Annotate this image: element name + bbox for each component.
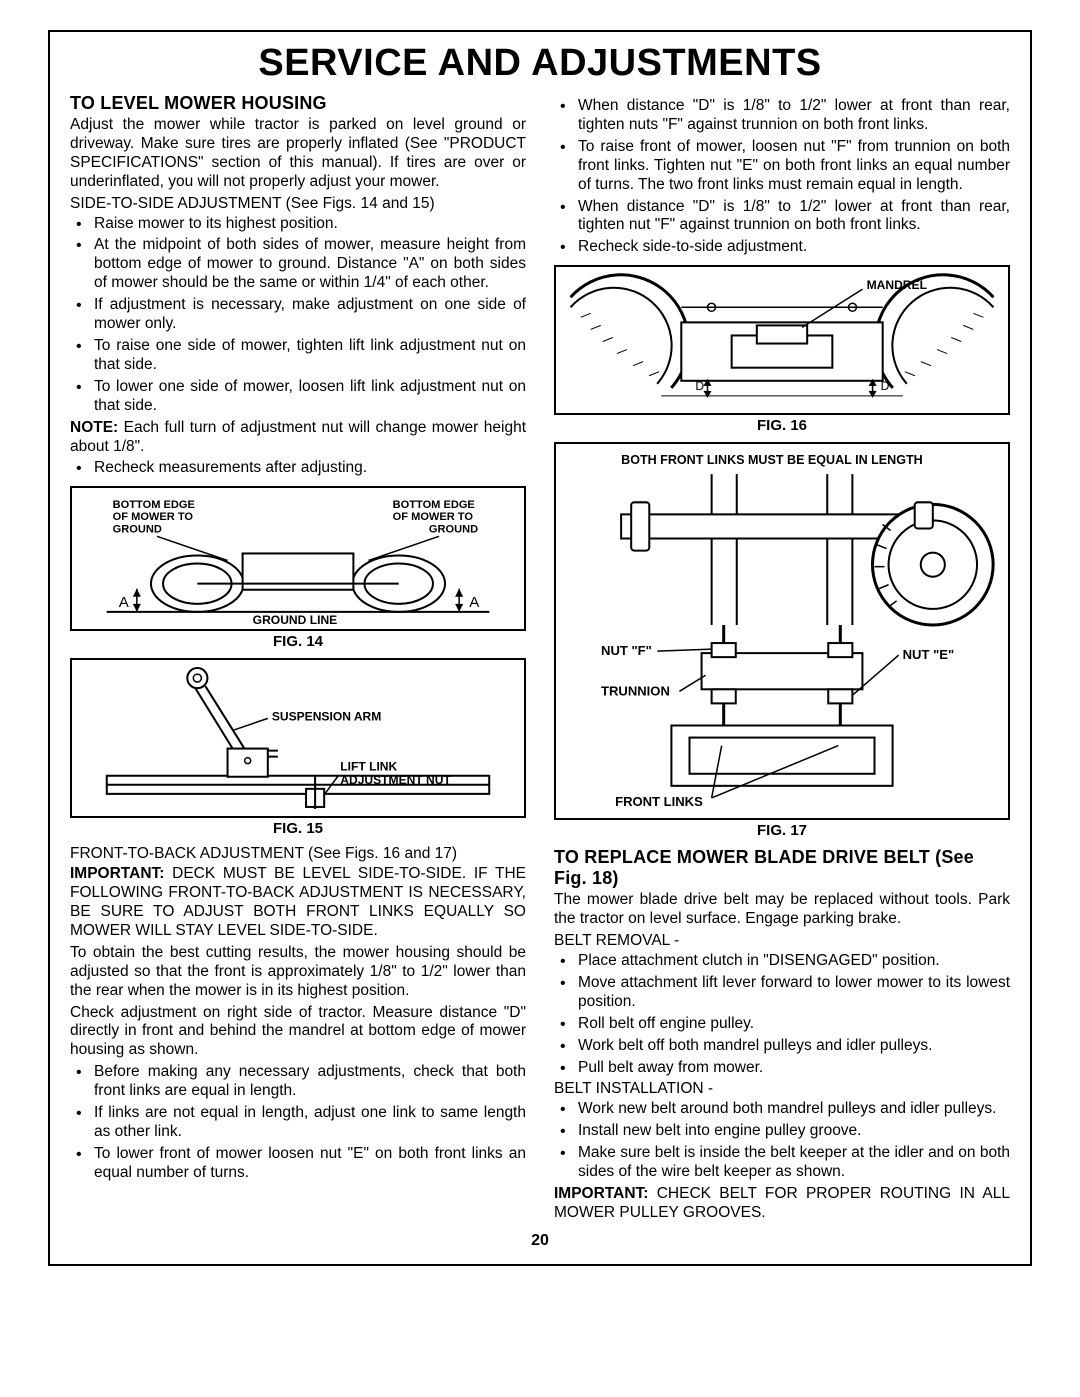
list-item: Before making any necessary adjustments,… <box>94 1063 526 1101</box>
fig16-D-right: D <box>881 379 890 393</box>
heading-replace-belt: TO REPLACE MOWER BLADE DRIVE BELT (See F… <box>554 847 1010 889</box>
list-item: To raise one side of mower, tighten lift… <box>94 337 526 375</box>
fig14-svg: A A BOTTOM EDGE OF MOWER TO GROUND BOTTO… <box>72 488 524 629</box>
figure-14: A A BOTTOM EDGE OF MOWER TO GROUND BOTTO… <box>70 486 526 631</box>
ftb-list: Before making any necessary adjustments,… <box>70 1063 526 1182</box>
belt-install-heading: BELT INSTALLATION - <box>554 1080 1010 1099</box>
side-adjust-heading: SIDE-TO-SIDE ADJUSTMENT (See Figs. 14 an… <box>70 195 526 214</box>
list-item: Place attachment clutch in "DISENGAGED" … <box>578 952 1010 971</box>
fig17-svg: BOTH FRONT LINKS MUST BE EQUAL IN LENGTH <box>556 444 1008 818</box>
fig15-lift-label: LIFT LINK ADJUSTMENT NUT <box>340 760 451 787</box>
important-2: IMPORTANT: CHECK BELT FOR PROPER ROUTING… <box>554 1185 1010 1223</box>
list-item: Make sure belt is inside the belt keeper… <box>578 1144 1010 1182</box>
list-item: When distance "D" is 1/8" to 1/2" lower … <box>578 198 1010 236</box>
list-item: Install new belt into engine pulley groo… <box>578 1122 1010 1141</box>
fig14-ground-line: GROUND LINE <box>253 613 338 627</box>
belt-intro: The mower blade drive belt may be replac… <box>554 891 1010 929</box>
fig17-nutE-label: NUT "E" <box>903 647 955 662</box>
ftb-p2: Check adjustment on right side of tracto… <box>70 1004 526 1061</box>
fig17-frontlinks-label: FRONT LINKS <box>615 794 703 809</box>
fig17-top-label: BOTH FRONT LINKS MUST BE EQUAL IN LENGTH <box>621 453 923 467</box>
side-adjust-list: Raise mower to its highest position. At … <box>70 215 526 416</box>
list-item: If adjustment is necessary, make adjustm… <box>94 296 526 334</box>
list-item: To raise front of mower, loosen nut "F" … <box>578 138 1010 195</box>
list-item: Recheck measurements after adjusting. <box>94 459 526 478</box>
list-item: To lower one side of mower, loosen lift … <box>94 378 526 416</box>
fig14-label-left: BOTTOM EDGE OF MOWER TO GROUND <box>113 499 198 535</box>
list-item: When distance "D" is 1/8" to 1/2" lower … <box>578 97 1010 135</box>
belt-removal-heading: BELT REMOVAL - <box>554 932 1010 951</box>
list-item: Work belt off both mandrel pulleys and i… <box>578 1037 1010 1056</box>
list-item: Raise mower to its highest position. <box>94 215 526 234</box>
fig15-svg: SUSPENSION ARM LIFT LINK ADJUSTMENT NUT <box>72 660 524 816</box>
fig14-caption: FIG. 14 <box>70 633 526 650</box>
ftb-p1: To obtain the best cutting results, the … <box>70 944 526 1001</box>
right-column: When distance "D" is 1/8" to 1/2" lower … <box>554 93 1010 1226</box>
note-label: NOTE: <box>70 419 118 436</box>
list-item: To lower front of mower loosen nut "E" o… <box>94 1145 526 1183</box>
list-item: Move attachment lift lever forward to lo… <box>578 974 1010 1012</box>
figure-15: SUSPENSION ARM LIFT LINK ADJUSTMENT NUT <box>70 658 526 818</box>
fig16-mandrel-label: MANDREL <box>867 278 927 292</box>
fig17-caption: FIG. 17 <box>554 822 1010 839</box>
list-item: Pull belt away from mower. <box>578 1059 1010 1078</box>
figure-16: MANDREL D D <box>554 265 1010 415</box>
page-title: SERVICE AND ADJUSTMENTS <box>70 42 1010 85</box>
list-item: Work new belt around both mandrel pulley… <box>578 1100 1010 1119</box>
fig17-trunnion-label: TRUNNION <box>601 684 670 699</box>
list-item: If links are not equal in length, adjust… <box>94 1104 526 1142</box>
list-item: Roll belt off engine pulley. <box>578 1015 1010 1034</box>
fig16-svg: MANDREL D D <box>556 267 1008 413</box>
heading-level-mower: TO LEVEL MOWER HOUSING <box>70 93 526 114</box>
recheck-list: Recheck measurements after adjusting. <box>70 459 526 478</box>
fig14-A-right: A <box>469 594 480 611</box>
note-text: Each full turn of adjustment nut will ch… <box>70 419 526 455</box>
fig16-D-left: D <box>695 379 704 393</box>
fig15-caption: FIG. 15 <box>70 820 526 837</box>
intro-paragraph: Adjust the mower while tractor is parked… <box>70 116 526 192</box>
page-number: 20 <box>70 1232 1010 1250</box>
important-label: IMPORTANT: <box>70 865 164 882</box>
important-1: IMPORTANT: DECK MUST BE LEVEL SIDE-TO-SI… <box>70 865 526 941</box>
list-item: Recheck side-to-side adjustment. <box>578 238 1010 257</box>
note-line: NOTE: Each full turn of adjustment nut w… <box>70 419 526 457</box>
fig14-label-right: BOTTOM EDGE OF MOWER TO GROUND <box>393 499 478 535</box>
belt-install-list: Work new belt around both mandrel pulley… <box>554 1100 1010 1182</box>
belt-removal-list: Place attachment clutch in "DISENGAGED" … <box>554 952 1010 1077</box>
ftb-heading: FRONT-TO-BACK ADJUSTMENT (See Figs. 16 a… <box>70 845 526 864</box>
fig15-arm-label: SUSPENSION ARM <box>272 710 381 724</box>
fig14-A-left: A <box>119 594 130 611</box>
list-item: At the midpoint of both sides of mower, … <box>94 236 526 293</box>
left-column: TO LEVEL MOWER HOUSING Adjust the mower … <box>70 93 526 1226</box>
two-column-layout: TO LEVEL MOWER HOUSING Adjust the mower … <box>70 93 1010 1226</box>
fig17-nutF-label: NUT "F" <box>601 643 652 658</box>
fig16-caption: FIG. 16 <box>554 417 1010 434</box>
figure-17: BOTH FRONT LINKS MUST BE EQUAL IN LENGTH <box>554 442 1010 820</box>
page-frame: SERVICE AND ADJUSTMENTS TO LEVEL MOWER H… <box>48 30 1032 1266</box>
important-label-2: IMPORTANT: <box>554 1185 648 1202</box>
right-top-list: When distance "D" is 1/8" to 1/2" lower … <box>554 97 1010 257</box>
